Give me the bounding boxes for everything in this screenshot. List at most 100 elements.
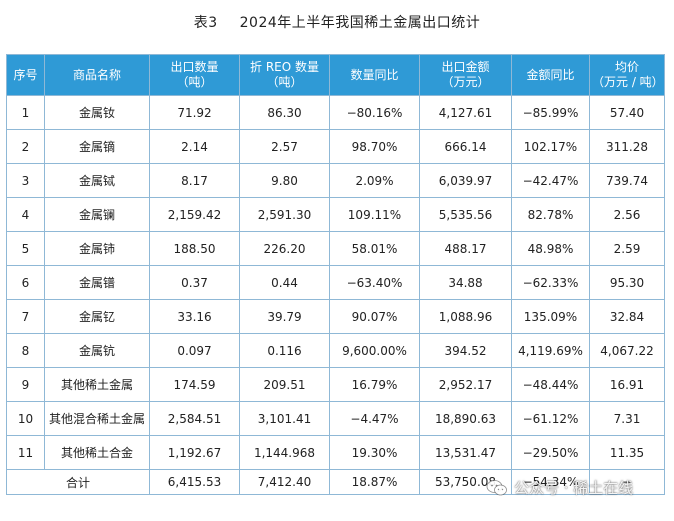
table-cell: 8.17: [149, 163, 240, 198]
table-cell: 2.14: [149, 129, 240, 164]
table-cell: 3,101.41: [239, 401, 330, 436]
table-cell: 13,531.47: [419, 435, 512, 470]
column-header-line: 金额同比: [526, 67, 575, 82]
table-cell: 16.79%: [329, 367, 420, 402]
column-header-line: （吨）: [266, 75, 303, 89]
column-header-line: （万元 / 吨）: [592, 75, 664, 89]
table-cell: 98.70%: [329, 129, 420, 164]
table-cell: 金属镝: [44, 129, 150, 164]
table-cell: 5,535.56: [419, 197, 512, 232]
table-cell: 2.56: [589, 197, 665, 232]
table-cell: 32.84: [589, 299, 665, 334]
column-header: 数量同比: [329, 54, 420, 96]
table-row: 5 金属铈 188.50 226.20 58.01% 488.17 48.98% 2.59: [6, 231, 665, 266]
table-cell: 6: [6, 265, 45, 300]
column-header-line: 商品名称: [72, 67, 121, 82]
table-cell: 9: [6, 367, 45, 402]
column-header-line: （万元）: [441, 75, 490, 89]
total-cell: 7,412.40: [239, 469, 330, 495]
table-cell: −48.44%: [511, 367, 590, 402]
table-cell: 16.91: [589, 367, 665, 402]
table-cell: −29.50%: [511, 435, 590, 470]
table-cell: 19.30%: [329, 435, 420, 470]
table-cell: −63.40%: [329, 265, 420, 300]
table-cell: 金属镨: [44, 265, 150, 300]
table-cell: 6,039.97: [419, 163, 512, 198]
table-cell: 4: [6, 197, 45, 232]
column-header: 商品名称: [44, 54, 150, 96]
table-cell: 739.74: [589, 163, 665, 198]
table-cell: 0.097: [149, 333, 240, 368]
table-cell: 188.50: [149, 231, 240, 266]
table-cell: 2,159.42: [149, 197, 240, 232]
table-cell: 7: [6, 299, 45, 334]
table-cell: 666.14: [419, 129, 512, 164]
table-row: 9 其他稀土金属 174.59 209.51 16.79% 2,952.17 −48.44%…: [6, 367, 665, 402]
table-cell: 4,067.22: [589, 333, 665, 368]
column-header: 折 REO 数量 （吨）: [239, 54, 330, 96]
table-row: 7 金属钇 33.16 39.79 90.07% 1,088.96 135.09% 32.84: [6, 299, 665, 334]
table-cell: 0.44: [239, 265, 330, 300]
column-header-line: 数量同比: [350, 67, 399, 82]
table-cell: 394.52: [419, 333, 512, 368]
table-cell: 5: [6, 231, 45, 266]
table-row: 3 金属铽 8.17 9.80 2.09% 6,039.97 −42.47% 739.74: [6, 163, 665, 198]
table-cell: 金属钕: [44, 95, 150, 130]
table-cell: −42.47%: [511, 163, 590, 198]
table-cell: 2.57: [239, 129, 330, 164]
total-label: 合计: [6, 469, 150, 495]
table-cell: 102.17%: [511, 129, 590, 164]
table-cell: 1,144.968: [239, 435, 330, 470]
table-cell: 82.78%: [511, 197, 590, 232]
column-header-line: 序号: [13, 67, 38, 82]
watermark: 公众号 · 稀土在线: [486, 477, 633, 498]
table-cell: 4,119.69%: [511, 333, 590, 368]
table-cell: 金属铈: [44, 231, 150, 266]
table-cell: −61.12%: [511, 401, 590, 436]
table-row: 11 其他稀土合金 1,192.67 1,144.968 19.30% 13,531.47…: [6, 435, 665, 470]
table-cell: 39.79: [239, 299, 330, 334]
table-row: 1 金属钕 71.92 86.30 −80.16% 4,127.61 −85.99% 57.4…: [6, 95, 665, 130]
table-cell: 95.30: [589, 265, 665, 300]
table-header-row: 序号 商品名称 出口数量 （吨）折 REO 数量 （吨） 数量同比 出口金额 （万元） 金额同比…: [6, 54, 665, 96]
table-cell: 0.116: [239, 333, 330, 368]
column-header-line: 出口金额: [441, 60, 490, 74]
export-table: 序号 商品名称 出口数量 （吨）折 REO 数量 （吨） 数量同比 出口金额 （万元） 金额同比…: [6, 54, 665, 495]
table-cell: 109.11%: [329, 197, 420, 232]
total-cell: −: [589, 469, 665, 495]
table-row: 4 金属镧 2,159.42 2,591.30 109.11% 5,535.56 82.78…: [6, 197, 665, 232]
table-cell: 2,584.51: [149, 401, 240, 436]
table-cell: 10: [6, 401, 45, 436]
table-cell: 34.88: [419, 265, 512, 300]
table-cell: 7.31: [589, 401, 665, 436]
column-header: 出口金额 （万元）: [419, 54, 512, 96]
table-cell: 135.09%: [511, 299, 590, 334]
column-header: 均价 （万元 / 吨）: [589, 54, 665, 96]
table-row: 2 金属镝 2.14 2.57 98.70% 666.14 102.17% 311.28: [6, 129, 665, 164]
table-cell: 33.16: [149, 299, 240, 334]
table-cell: 1: [6, 95, 45, 130]
table-cell: 11: [6, 435, 45, 470]
column-header: 金额同比: [511, 54, 590, 96]
table-cell: 金属钪: [44, 333, 150, 368]
table-cell: 2.59: [589, 231, 665, 266]
column-header: 出口数量 （吨）: [149, 54, 240, 96]
table-cell: −62.33%: [511, 265, 590, 300]
table-cell: 86.30: [239, 95, 330, 130]
total-cell: 6,415.53: [149, 469, 240, 495]
table-cell: 其他混合稀土金属: [44, 401, 150, 436]
table-caption: 表3 2024年上半年我国稀土金属出口统计: [0, 12, 674, 32]
table-cell: 1,088.96: [419, 299, 512, 334]
table-cell: 174.59: [149, 367, 240, 402]
table-cell: 2,952.17: [419, 367, 512, 402]
column-header: 序号: [6, 54, 45, 96]
table-cell: 57.40: [589, 95, 665, 130]
table-cell: 其他稀土合金: [44, 435, 150, 470]
table-cell: 4,127.61: [419, 95, 512, 130]
table-cell: 2.09%: [329, 163, 420, 198]
table-cell: 90.07%: [329, 299, 420, 334]
column-header-line: （吨）: [176, 75, 213, 89]
table-cell: 金属镧: [44, 197, 150, 232]
table-cell: 18,890.63: [419, 401, 512, 436]
table-cell: −85.99%: [511, 95, 590, 130]
